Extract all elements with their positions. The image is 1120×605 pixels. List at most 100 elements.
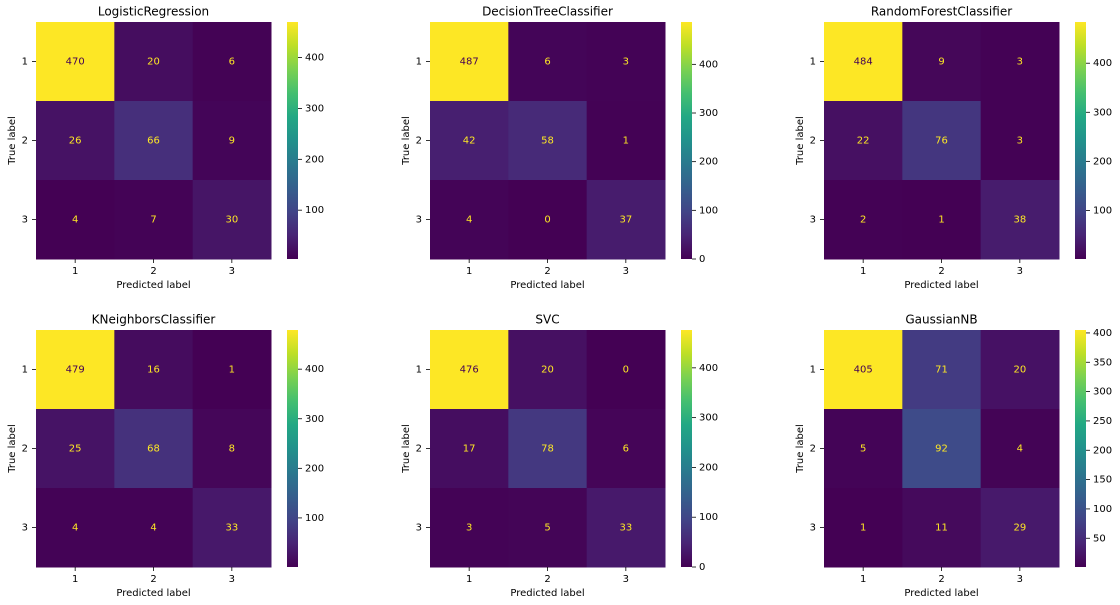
y-tick-label: 2 <box>22 444 28 455</box>
colorbar-tick-label: 100 <box>699 205 718 216</box>
x-tick-label: 2 <box>150 266 156 277</box>
x-tick-label: 3 <box>229 266 235 277</box>
cell-label: 6 <box>229 57 235 68</box>
colorbar-tick-label: 0 <box>699 254 705 265</box>
cell-label: 3 <box>466 523 472 534</box>
chart-title: RandomForestClassifier <box>871 5 1012 19</box>
colorbar-tick-label: 350 <box>1093 357 1112 368</box>
heatmap-cell <box>824 101 903 181</box>
cell-label: 9 <box>938 57 944 68</box>
cell-label: 37 <box>619 215 632 226</box>
cell-label: 470 <box>66 57 85 68</box>
y-tick-label: 1 <box>416 57 422 68</box>
x-tick-label: 3 <box>623 266 629 277</box>
heatmap-cell <box>430 409 509 489</box>
heatmap-cell <box>430 180 509 260</box>
colorbar-tick-label: 400 <box>699 363 718 374</box>
y-axis-label: True label <box>7 424 18 474</box>
y-axis-label: True label <box>401 424 412 474</box>
cell-label: 33 <box>225 523 238 534</box>
chart-title: DecisionTreeClassifier <box>482 5 613 19</box>
heatmap-cell <box>192 330 272 410</box>
cell-label: 68 <box>147 444 160 455</box>
heatmap-cell <box>902 101 982 181</box>
cell-label: 3 <box>1017 57 1023 68</box>
cell-label: 38 <box>1013 215 1026 226</box>
colorbar-tick-label: 400 <box>305 364 324 375</box>
cell-label: 11 <box>935 523 948 534</box>
heatmap-cell <box>430 22 509 102</box>
colorbar-tick-label: 400 <box>1093 328 1112 339</box>
heatmap-cell <box>114 101 194 181</box>
y-tick-label: 3 <box>810 215 816 226</box>
heatmap-cell <box>36 101 115 181</box>
heatmap-cell <box>430 101 509 181</box>
heatmap-cell <box>508 330 588 410</box>
x-axis-label: Predicted label <box>510 280 584 291</box>
colorbar-tick-label: 150 <box>1093 475 1112 486</box>
heatmap-cell <box>902 22 982 102</box>
heatmap-cell <box>36 180 115 260</box>
y-tick-label: 2 <box>810 444 816 455</box>
cell-label: 78 <box>541 444 554 455</box>
colorbar-tick-label: 200 <box>305 463 324 474</box>
colorbar-tick-label: 300 <box>699 108 718 119</box>
cell-label: 5 <box>544 523 550 534</box>
y-tick-label: 2 <box>416 136 422 147</box>
heatmap-cell <box>508 180 588 260</box>
x-tick-label: 2 <box>938 574 944 585</box>
chart-title: GaussianNB <box>905 313 977 327</box>
y-axis-label: True label <box>795 424 806 474</box>
cell-label: 2 <box>860 215 866 226</box>
heatmap-cell <box>824 180 903 260</box>
colorbar-tick-label: 300 <box>305 414 324 425</box>
cell-label: 4 <box>72 523 78 534</box>
y-tick-label: 1 <box>22 57 28 68</box>
x-tick-label: 1 <box>466 266 472 277</box>
colorbar-tick-label: 200 <box>1093 445 1112 456</box>
colorbar-tick-label: 300 <box>699 413 718 424</box>
x-tick-label: 3 <box>1017 266 1023 277</box>
chart-title: SVC <box>535 313 559 327</box>
cell-label: 484 <box>854 57 873 68</box>
x-axis-label: Predicted label <box>904 280 978 291</box>
colorbar-tick-label: 400 <box>1093 58 1112 69</box>
x-axis-label: Predicted label <box>510 588 584 599</box>
y-tick-label: 3 <box>416 215 422 226</box>
cell-label: 3 <box>1017 136 1023 147</box>
colorbar <box>681 330 692 567</box>
colorbar-tick-label: 400 <box>699 59 718 70</box>
y-tick-label: 1 <box>22 365 28 376</box>
y-axis-label: True label <box>401 116 412 166</box>
cell-label: 42 <box>463 136 476 147</box>
y-tick-label: 1 <box>810 57 816 68</box>
heatmap-cell <box>114 22 194 102</box>
y-tick-label: 1 <box>416 365 422 376</box>
cell-label: 1 <box>860 523 866 534</box>
heatmap-cell <box>192 180 272 260</box>
heatmap-cell <box>508 488 588 568</box>
heatmap-cell <box>980 22 1060 102</box>
colorbar <box>1075 330 1086 567</box>
colorbar-tick-label: 200 <box>699 157 718 168</box>
y-tick-label: 3 <box>810 523 816 534</box>
heatmap-cell <box>824 488 903 568</box>
colorbar-tick-label: 100 <box>305 513 324 524</box>
chart-title: KNeighborsClassifier <box>92 313 216 327</box>
colorbar-tick-label: 200 <box>1093 156 1112 167</box>
cell-label: 20 <box>147 57 160 68</box>
cell-label: 9 <box>229 136 235 147</box>
heatmap-cell <box>902 330 982 410</box>
heatmap-cell <box>114 488 194 568</box>
y-tick-label: 3 <box>416 523 422 534</box>
cell-label: 16 <box>147 365 160 376</box>
heatmap-cell <box>36 330 115 410</box>
cell-label: 7 <box>150 215 156 226</box>
heatmap-cell <box>980 101 1060 181</box>
cell-label: 1 <box>229 365 235 376</box>
heatmap-cell <box>902 180 982 260</box>
heatmap-cell <box>114 330 194 410</box>
heatmap-cell <box>980 409 1060 489</box>
cell-label: 4 <box>72 215 78 226</box>
